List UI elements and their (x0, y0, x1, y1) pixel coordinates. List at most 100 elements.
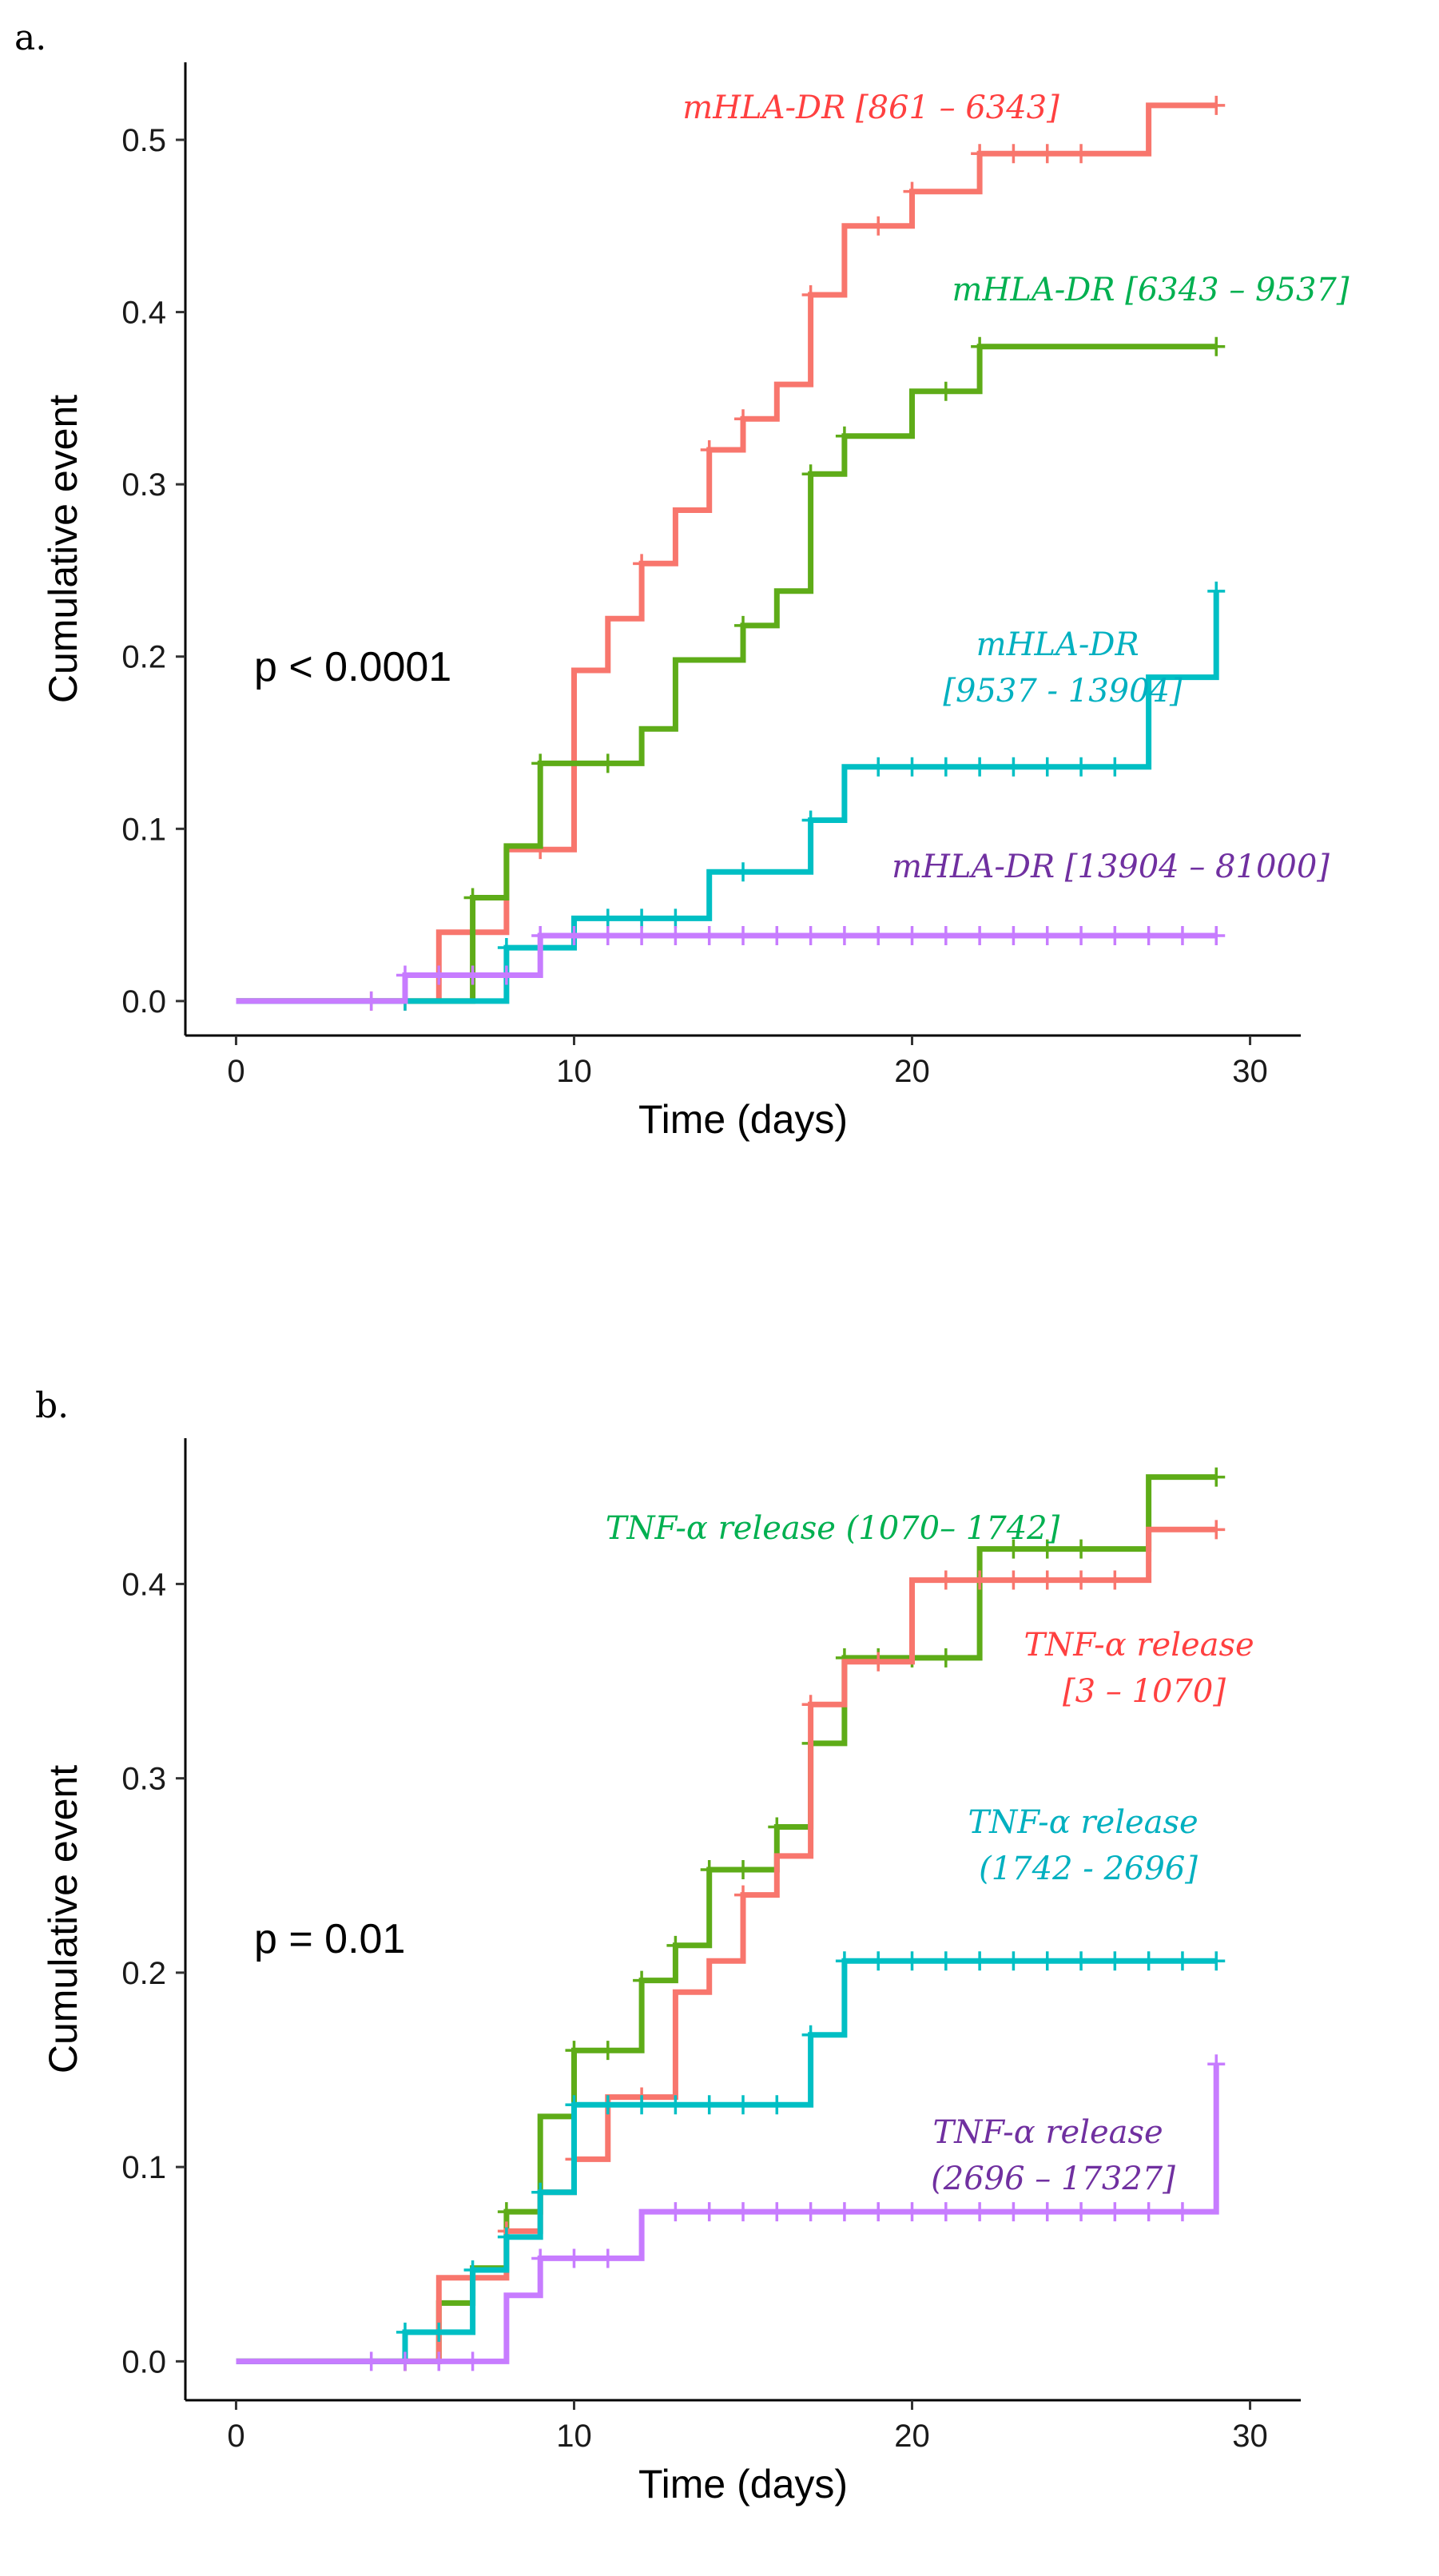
panel-b-x-tick-label: 30 (1232, 2419, 1268, 2454)
panel-b-censor-mark-tnf-release-1070-1742 (497, 2202, 515, 2222)
panel-b-y-tick-label: 0.1 (121, 2150, 166, 2185)
panel-b-censor-mark-tnf-release-1070-1742 (1072, 1539, 1091, 1559)
panel-a-censor-mark-mhla-dr-13904-81000 (362, 991, 380, 1011)
panel-a-censor-mark-mhla-dr-6343-9537 (835, 426, 853, 446)
panel-a-censor-mark-mhla-dr-9537-13904 (598, 908, 617, 928)
panel-a-censor-mark-mhla-dr-13904-81000 (1038, 925, 1056, 945)
panel-b-annotation-tnf-1070-1742: TNF-α release (1070– 1742] (606, 1510, 1060, 1547)
panel-b-censor-mark-tnf-release-1070-1742 (666, 1935, 685, 1955)
panel-b-censor-mark-tnf-release-3-1070 (1004, 1570, 1023, 1590)
panel-a-x-tick-label: 20 (894, 1054, 930, 1089)
panel-a-censor-mark-mhla-dr-9537-13904 (1004, 757, 1023, 777)
panel-a-censor-mark-mhla-dr-6343-9537 (1207, 336, 1226, 356)
panel-a-censor-mark-mhla-dr-861-6343 (971, 144, 989, 164)
panel-b-censor-mark-tnf-release-1742-2696 (700, 2095, 718, 2115)
panel-a-censor-mark-mhla-dr-6343-9537 (801, 464, 820, 484)
panel-b-label: b. (35, 1385, 69, 1426)
panel-a-censor-mark-mhla-dr-861-6343 (700, 440, 718, 460)
panel-a-censor-mark-mhla-dr-13904-81000 (430, 965, 448, 985)
panel-a-censor-mark-mhla-dr-861-6343 (1207, 95, 1226, 115)
panel-b-censor-mark-tnf-release-1742-2696 (1038, 1951, 1056, 1971)
panel-b-x-tick-label: 10 (556, 2419, 592, 2454)
panel-a-censor-mark-mhla-dr-9537-13904 (1207, 581, 1226, 601)
panel-a-censor-mark-mhla-dr-13904-81000 (1207, 925, 1226, 945)
panel-a-censor-mark-mhla-dr-13904-81000 (565, 925, 583, 945)
panel-b-censor-mark-tnf-release-1742-2696 (869, 1951, 888, 1971)
panel-b-censor-mark-tnf-release-3-1070 (971, 1570, 989, 1590)
panel-a-annotation-line: mHLA-DR [861 – 6343] (682, 89, 1059, 126)
panel-a-x-tick-label: 10 (556, 1054, 592, 1089)
panel-b-censor-mark-tnf-release-3-1070 (801, 1695, 820, 1715)
panel-a-censor-mark-mhla-dr-9537-13904 (633, 908, 651, 928)
panel-b-censor-mark-tnf-release-3-1070 (1072, 1570, 1091, 1590)
panel-a-y-tick-label: 0.3 (121, 467, 166, 503)
panel-a-censor-mark-mhla-dr-9537-13904 (869, 757, 888, 777)
panel-a-censor-mark-mhla-dr-6343-9537 (734, 615, 752, 635)
panel-b-censor-mark-tnf-release-2696-17327 (768, 2202, 786, 2222)
panel-a-censor-mark-mhla-dr-13904-81000 (1173, 925, 1191, 945)
panel-b-censor-mark-tnf-release-2696-17327 (1207, 2054, 1226, 2074)
panel-b-y-tick-label: 0.0 (121, 2344, 166, 2379)
panel-a-y-axis-title: Cumulative event (41, 395, 85, 703)
panel-b-censor-mark-tnf-release-1070-1742 (633, 1970, 651, 1990)
panel-a-censor-mark-mhla-dr-9537-13904 (801, 810, 820, 830)
panel-b-censor-mark-tnf-release-1742-2696 (598, 2095, 617, 2115)
panel-a-series-line-mhla-dr-9537-13904 (236, 590, 1219, 1004)
panel-b-censor-mark-tnf-release-1070-1742 (700, 1859, 718, 1879)
panel-a-annotation-line: mHLA-DR (976, 626, 1139, 663)
panel-a-censor-mark-mhla-dr-6343-9537 (971, 336, 989, 356)
panel-a-censor-mark-mhla-dr-9537-13904 (903, 757, 921, 777)
panel-a-censor-mark-mhla-dr-9537-13904 (666, 908, 685, 928)
panel-a-censor-mark-mhla-dr-13904-81000 (463, 965, 482, 985)
panel-a-label: a. (14, 18, 46, 58)
panel-b-censor-mark-tnf-release-1742-2696 (1072, 1951, 1091, 1971)
panel-a-censor-mark-mhla-dr-13904-81000 (598, 925, 617, 945)
panel-b-censor-mark-tnf-release-1742-2696 (1004, 1951, 1023, 1971)
panel-a-censor-mark-mhla-dr-9537-13904 (936, 757, 955, 777)
panel-b-censor-mark-tnf-release-2696-17327 (362, 2351, 380, 2371)
panel-a-censor-mark-mhla-dr-6343-9537 (463, 888, 482, 908)
panel-b-censor-mark-tnf-release-1742-2696 (903, 1951, 921, 1971)
panel-b-censor-mark-tnf-release-1742-2696 (633, 2095, 651, 2115)
panel-a-censor-mark-mhla-dr-13904-81000 (869, 925, 888, 945)
panel-b-series-layer (236, 1467, 1226, 2371)
panel-a-annotations: mHLA-DR [861 – 6343] mHLA-DR [6343 – 953… (682, 89, 1350, 885)
panel-a-censor-mark-mhla-dr-6343-9537 (531, 753, 550, 773)
panel-b-censor-mark-tnf-release-1742-2696 (936, 1951, 955, 1971)
panel-a-x-tick-label: 30 (1232, 1054, 1268, 1089)
panel-b-annotation-line: [3 – 1070] (1063, 1673, 1226, 1710)
panel-a-censor-mark-mhla-dr-13904-81000 (1139, 925, 1158, 945)
panel-a-axes: 0 10 20 30 0.0 0.1 0.2 0.3 0.4 0.5 (121, 62, 1301, 1089)
panel-b-censor-mark-tnf-release-2696-17327 (565, 2248, 583, 2268)
panel-a-annotation-line: mHLA-DR [6343 – 9537] (952, 272, 1350, 308)
panel-a-annotation-mhla-dr-6343-9537: mHLA-DR [6343 – 9537] (952, 272, 1350, 308)
panel-b-censor-mark-tnf-release-3-1070 (869, 1652, 888, 1672)
panel-b-censor-mark-tnf-release-2696-17327 (1106, 2202, 1124, 2222)
panel-b-censor-mark-tnf-release-1742-2696 (565, 2095, 583, 2115)
panel-b-censor-mark-tnf-release-2696-17327 (463, 2351, 482, 2371)
panel-a-y-tick-label: 0.1 (121, 812, 166, 847)
panel-a-y-tick-label: 0.5 (121, 123, 166, 158)
panel-b-censor-mark-tnf-release-1742-2696 (801, 2025, 820, 2045)
panel-b-censor-mark-tnf-release-2696-17327 (700, 2202, 718, 2222)
panel-b-annotation-line: TNF-α release (968, 1804, 1199, 1841)
panel-b-censor-mark-tnf-release-2696-17327 (1072, 2202, 1091, 2222)
panel-a-censor-mark-mhla-dr-13904-81000 (1106, 925, 1124, 945)
panel-b-censor-mark-tnf-release-1742-2696 (734, 2095, 752, 2115)
panel-b-censor-mark-tnf-release-1742-2696 (531, 2182, 550, 2202)
panel-a-censor-mark-mhla-dr-13904-81000 (497, 965, 515, 985)
panel-b-y-tick-label: 0.3 (121, 1762, 166, 1797)
panel-b-censor-mark-tnf-release-1742-2696 (768, 2095, 786, 2115)
panel-b-censor-mark-tnf-release-2696-17327 (396, 2351, 414, 2371)
panel-b-censor-mark-tnf-release-3-1070 (734, 1885, 752, 1905)
panel-a-censor-mark-mhla-dr-13904-81000 (971, 925, 989, 945)
panel-a-censor-mark-mhla-dr-861-6343 (903, 181, 921, 201)
panel-b-censor-mark-tnf-release-2696-17327 (598, 2248, 617, 2268)
panel-a-series-line-mhla-dr-6343-9537 (236, 344, 1217, 1004)
panel-a-censor-mark-mhla-dr-861-6343 (1072, 144, 1091, 164)
panel-a-y-tick-label: 0.2 (121, 640, 166, 675)
panel-b-ticks: 0 10 20 30 0.0 0.1 0.2 0.3 0.4 (121, 1567, 1267, 2454)
panel-b-censor-mark-tnf-release-1742-2696 (835, 1951, 853, 1971)
panel-b-censor-mark-tnf-release-1070-1742 (1004, 1539, 1023, 1559)
